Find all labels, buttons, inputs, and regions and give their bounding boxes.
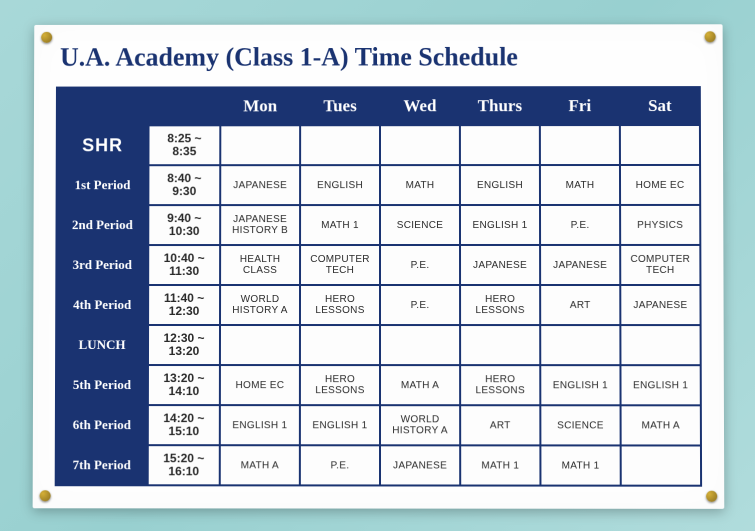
period-label: 3rd Period — [56, 245, 148, 285]
subject-cell: JAPANESE — [380, 445, 460, 485]
subject-cell: HERO LESSONS — [299, 365, 379, 405]
subject-cell — [300, 125, 380, 165]
subject-cell: ENGLISH — [459, 165, 539, 205]
subject-cell: COMPUTER TECH — [300, 245, 380, 285]
day-header: Thurs — [459, 87, 539, 125]
subject-cell: MATH 1 — [540, 445, 620, 485]
pin-bottom-left — [39, 490, 50, 501]
table-row: 1st Period8:40 ~ 9:30JAPANESEENGLISHMATH… — [56, 164, 700, 204]
pin-top-left — [41, 31, 52, 42]
blank-header-time — [148, 87, 220, 125]
subject-cell: MATH A — [380, 365, 460, 405]
table-row: 6th Period14:20 ~ 15:10ENGLISH 1ENGLISH … — [55, 405, 700, 445]
subject-cell — [620, 445, 700, 485]
subject-cell: COMPUTER TECH — [620, 244, 700, 284]
subject-cell: MATH — [379, 165, 459, 205]
period-label: 2nd Period — [56, 205, 148, 245]
subject-cell: P.E. — [299, 445, 379, 485]
time-cell: 12:30 ~ 13:20 — [147, 324, 219, 364]
subject-cell: JAPANESE HISTORY B — [220, 205, 300, 245]
table-row: 7th Period15:20 ~ 16:10MATH AP.E.JAPANES… — [55, 445, 700, 486]
table-row: 3rd Period10:40 ~ 11:30HEALTH CLASSCOMPU… — [56, 244, 700, 284]
period-label: 4th Period — [56, 285, 148, 325]
subject-cell: P.E. — [380, 285, 460, 325]
subject-cell — [380, 325, 460, 365]
subject-cell: HERO LESSONS — [460, 365, 540, 405]
blank-header-period — [56, 87, 148, 125]
subject-cell — [620, 325, 700, 365]
period-label: LUNCH — [56, 324, 148, 364]
subject-cell: ENGLISH 1 — [620, 365, 700, 405]
subject-cell: ART — [540, 285, 620, 325]
table-row: LUNCH12:30 ~ 13:20 — [56, 324, 701, 364]
subject-cell — [540, 325, 620, 365]
day-header: Tues — [300, 87, 380, 125]
subject-cell: ENGLISH 1 — [540, 365, 620, 405]
subject-cell: SCIENCE — [540, 405, 620, 445]
subject-cell: MATH 1 — [460, 445, 540, 485]
subject-cell — [220, 125, 300, 165]
subject-cell — [539, 125, 619, 165]
subject-cell — [299, 325, 379, 365]
subject-cell: HOME EC — [219, 365, 299, 405]
subject-cell: JAPANESE — [540, 244, 620, 284]
day-header: Sat — [619, 87, 699, 125]
subject-cell: HERO LESSONS — [299, 285, 379, 325]
table-row: SHR8:25 ~ 8:35 — [56, 125, 699, 165]
time-cell: 11:40 ~ 12:30 — [148, 285, 220, 325]
subject-cell: HEALTH CLASS — [220, 245, 300, 285]
period-label: 5th Period — [55, 364, 147, 404]
subject-cell: MATH — [539, 165, 619, 205]
subject-cell — [459, 125, 539, 165]
time-cell: 14:20 ~ 15:10 — [147, 405, 219, 445]
period-label: 1st Period — [56, 165, 148, 205]
schedule-title: U.A. Academy (Class 1-A) Time Schedule — [59, 42, 700, 72]
table-row: 4th Period11:40 ~ 12:30WORLD HISTORY AHE… — [56, 285, 700, 325]
subject-cell: HOME EC — [619, 164, 699, 204]
table-row: 5th Period13:20 ~ 14:10HOME ECHERO LESSO… — [55, 364, 700, 404]
subject-cell: MATH A — [620, 405, 700, 445]
subject-cell — [460, 325, 540, 365]
time-cell: 9:40 ~ 10:30 — [148, 205, 220, 245]
pin-top-right — [704, 31, 715, 42]
subject-cell: HERO LESSONS — [460, 285, 540, 325]
time-cell: 8:25 ~ 8:35 — [148, 125, 220, 165]
subject-cell: ENGLISH 1 — [459, 204, 539, 244]
period-label: 7th Period — [55, 445, 147, 485]
table-row: 2nd Period9:40 ~ 10:30JAPANESE HISTORY B… — [56, 204, 700, 244]
subject-cell: JAPANESE — [460, 244, 540, 284]
day-header: Fri — [539, 87, 619, 125]
time-cell: 15:20 ~ 16:10 — [147, 445, 219, 485]
schedule-paper: U.A. Academy (Class 1-A) Time Schedule M… — [32, 24, 724, 509]
pin-bottom-right — [706, 490, 717, 501]
time-cell: 8:40 ~ 9:30 — [148, 165, 220, 205]
subject-cell: WORLD HISTORY A — [220, 285, 300, 325]
subject-cell: WORLD HISTORY A — [380, 405, 460, 445]
day-header: Mon — [220, 87, 300, 125]
subject-cell: SCIENCE — [379, 205, 459, 245]
subject-cell: JAPANESE — [620, 285, 700, 325]
subject-cell — [379, 125, 459, 165]
subject-cell — [619, 125, 699, 165]
schedule-table: Mon Tues Wed Thurs Fri Sat SHR8:25 ~ 8:3… — [54, 86, 701, 487]
subject-cell: P.E. — [379, 244, 459, 284]
subject-cell: ENGLISH 1 — [299, 405, 379, 445]
subject-cell: P.E. — [539, 204, 619, 244]
subject-cell: ENGLISH — [300, 165, 380, 205]
header-row: Mon Tues Wed Thurs Fri Sat — [56, 87, 699, 125]
subject-cell: ENGLISH 1 — [219, 405, 299, 445]
subject-cell: MATH 1 — [300, 205, 380, 245]
subject-cell: MATH A — [219, 445, 299, 485]
subject-cell: ART — [460, 405, 540, 445]
subject-cell: PHYSICS — [620, 204, 700, 244]
time-cell: 10:40 ~ 11:30 — [148, 245, 220, 285]
subject-cell — [219, 325, 299, 365]
subject-cell: JAPANESE — [220, 165, 300, 205]
day-header: Wed — [379, 87, 459, 125]
period-label: 6th Period — [55, 405, 147, 445]
period-label: SHR — [56, 125, 148, 165]
time-cell: 13:20 ~ 14:10 — [147, 365, 219, 405]
